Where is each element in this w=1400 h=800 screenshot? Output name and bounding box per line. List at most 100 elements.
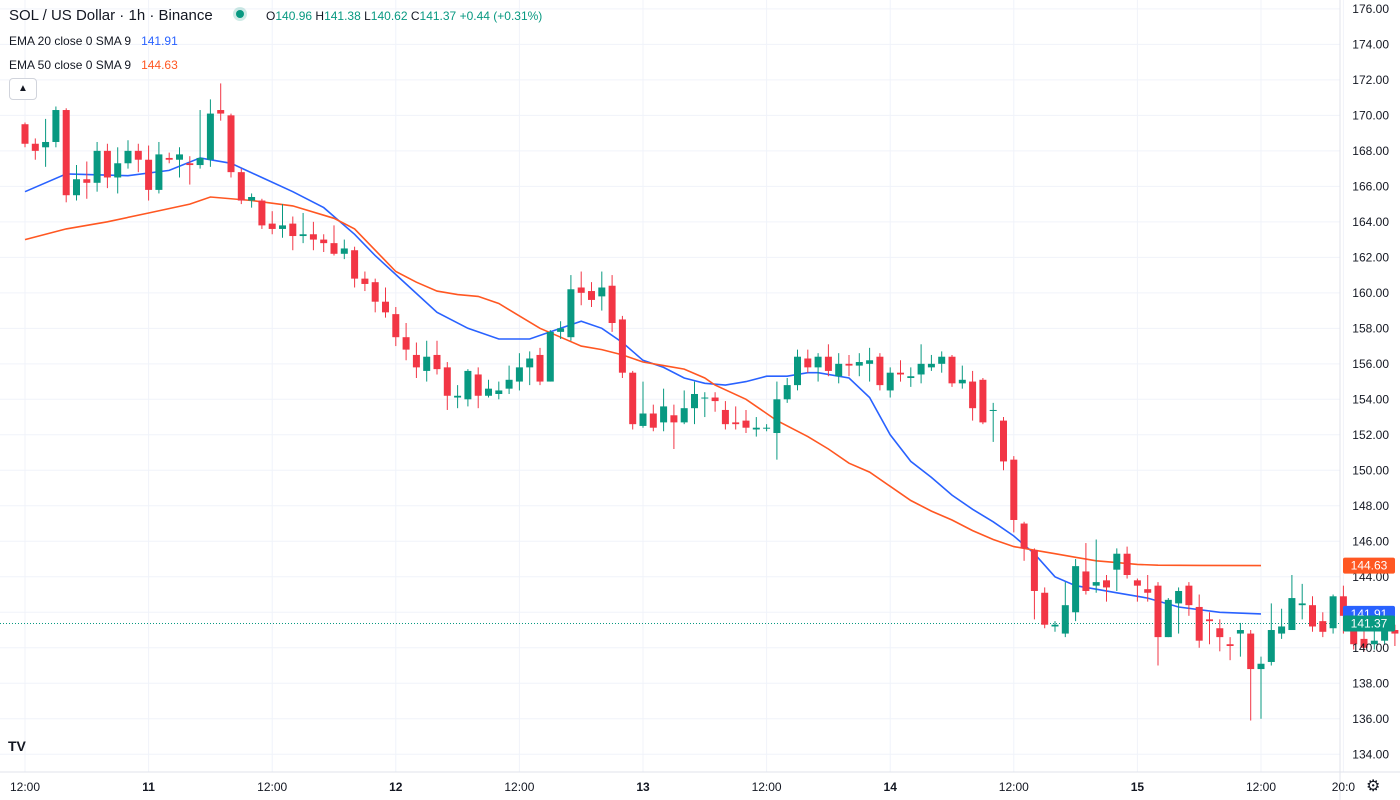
y-tick-label: 164.00 <box>1352 215 1389 229</box>
candle-body <box>1061 605 1069 634</box>
ema50-label[interactable]: EMA 50 close 0 SMA 9 <box>9 58 132 72</box>
candle-body <box>1257 663 1265 670</box>
candle-body <box>351 250 359 279</box>
candle-body <box>443 367 451 396</box>
candle-body <box>1309 605 1316 627</box>
candle-body <box>227 115 235 173</box>
x-tick-label: 15 <box>1131 780 1145 794</box>
candle-body <box>42 141 50 148</box>
y-tick-label: 148.00 <box>1352 499 1389 513</box>
candle-body <box>752 427 760 430</box>
chevron-up-icon: ▲ <box>18 83 28 94</box>
candle-body <box>855 362 863 366</box>
candle-body <box>577 287 585 293</box>
candle-body <box>279 225 286 229</box>
candle-body <box>1175 590 1183 604</box>
y-tick-label: 138.00 <box>1352 676 1389 690</box>
y-tick-label: 162.00 <box>1352 250 1389 264</box>
y-tick-label: 174.00 <box>1352 37 1389 51</box>
candle-body <box>691 393 698 409</box>
candle-body <box>21 124 29 144</box>
collapse-legend-button[interactable]: ▲ <box>9 78 37 100</box>
candle-body <box>423 356 431 371</box>
candle-body <box>1123 553 1131 576</box>
candle-body <box>1370 640 1378 645</box>
candle-body <box>989 409 997 411</box>
x-tick-label: 11 <box>142 780 155 794</box>
candle-body <box>588 291 595 300</box>
x-tick-label: 12:00 <box>752 780 782 794</box>
y-tick-label: 172.00 <box>1352 73 1389 87</box>
candle-body <box>598 287 606 297</box>
x-tick-label: 13 <box>636 780 650 794</box>
y-tick-label: 158.00 <box>1352 321 1389 335</box>
candle-body <box>649 413 657 428</box>
candle-body <box>794 356 801 386</box>
candle-body <box>1267 630 1275 662</box>
candle-body <box>979 379 987 423</box>
candle-body <box>536 354 544 382</box>
candle-body <box>454 395 462 398</box>
ema-line <box>24 157 1262 615</box>
candle-body <box>1185 585 1193 606</box>
candle-body <box>1381 630 1389 641</box>
x-tick-label: 12:00 <box>257 780 287 794</box>
candle-body <box>1319 621 1327 632</box>
y-tick-label: 146.00 <box>1352 534 1389 548</box>
candle-body <box>299 234 307 237</box>
candle-body <box>145 159 153 190</box>
price-label-text: 144.63 <box>1351 559 1388 573</box>
ema20-label[interactable]: EMA 20 close 0 SMA 9 <box>9 34 132 48</box>
candle-body <box>1092 582 1100 586</box>
x-tick-label: 12:00 <box>10 780 40 794</box>
candle-body <box>83 179 91 183</box>
ema50-legend[interactable]: EMA 50 close 0 SMA 9 144.63 <box>9 57 178 72</box>
candle-body <box>412 354 420 368</box>
candle-body <box>392 314 400 338</box>
candle-body <box>546 331 554 382</box>
candle-body <box>1113 553 1121 570</box>
candle-body <box>660 406 668 423</box>
ema20-value: 141.91 <box>141 34 178 48</box>
candle-body <box>73 179 80 196</box>
candle-body <box>1154 585 1162 638</box>
ema20-legend[interactable]: EMA 20 close 0 SMA 9 141.91 <box>9 33 178 48</box>
candle-body <box>958 379 966 384</box>
symbol-title[interactable]: SOL / US Dollar · 1h · Binance <box>9 7 213 24</box>
price-label-box <box>1343 557 1395 574</box>
candle-body <box>93 150 101 183</box>
tradingview-logo[interactable]: TV <box>8 738 38 764</box>
candle-body <box>114 163 122 178</box>
candle-body <box>1030 550 1038 591</box>
candle-body <box>330 243 338 254</box>
candle-body <box>31 143 39 151</box>
candle-body <box>52 110 60 142</box>
candle-body <box>1247 633 1255 670</box>
candle-body <box>124 150 132 164</box>
candle-body <box>701 397 709 399</box>
candle-body <box>670 415 678 423</box>
candle-body <box>433 354 441 370</box>
y-tick-label: 150.00 <box>1352 463 1389 477</box>
candle-body <box>320 239 328 244</box>
x-tick-label: 12 <box>389 780 403 794</box>
candle-body <box>886 372 894 391</box>
candle-body <box>1278 626 1286 634</box>
y-tick-label: 140.00 <box>1352 641 1389 655</box>
chart-title[interactable]: SOL / US Dollar · 1h · Binance <box>9 7 213 24</box>
x-tick-label: 12:00 <box>504 780 534 794</box>
candle-body <box>1216 628 1224 638</box>
candle-body <box>732 422 740 425</box>
y-axis-labels: 176.00 174.00 172.00 170.00 168.00 166.00 164.… <box>1352 2 1389 761</box>
candle-body <box>309 234 317 240</box>
candle-body <box>608 285 616 323</box>
candle-body <box>639 413 647 426</box>
y-tick-label: 154.00 <box>1352 392 1389 406</box>
candle-body <box>897 372 904 375</box>
candle-body <box>268 223 276 229</box>
gear-icon[interactable]: ⚙ <box>1366 778 1381 795</box>
candle-body <box>1103 580 1110 588</box>
